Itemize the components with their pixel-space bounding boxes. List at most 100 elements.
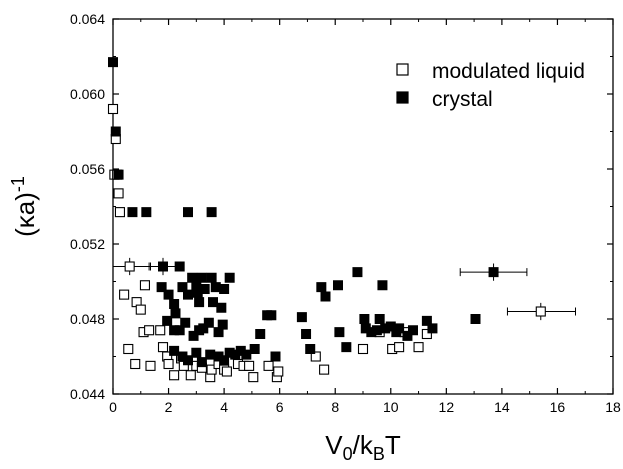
modulated-liquid-point bbox=[144, 325, 155, 336]
crystal-point bbox=[488, 267, 499, 278]
y-tick-label: 0.044 bbox=[70, 386, 105, 402]
x-tick-label: 16 bbox=[550, 399, 566, 415]
y-tick-label: 0.048 bbox=[70, 311, 105, 327]
crystal-point bbox=[266, 310, 277, 321]
crystal-point bbox=[169, 345, 180, 356]
crystal-point bbox=[196, 357, 207, 368]
crystal-point bbox=[224, 272, 235, 283]
crystal-point bbox=[183, 289, 193, 300]
modulated-liquid-point bbox=[421, 328, 432, 340]
legend-marker bbox=[396, 91, 409, 104]
x-tick-label: 14 bbox=[494, 399, 510, 415]
crystal-point bbox=[199, 284, 210, 294]
x-tick-label: 12 bbox=[439, 399, 455, 415]
modulated-liquid-point bbox=[119, 289, 130, 300]
data-series bbox=[107, 57, 546, 383]
crystal-point bbox=[194, 297, 205, 308]
modulated-liquid-point bbox=[263, 360, 274, 371]
crystal-point bbox=[352, 267, 363, 278]
modulated-liquid-point bbox=[113, 188, 124, 199]
crystal-point bbox=[216, 302, 227, 313]
crystal-point bbox=[470, 314, 481, 324]
crystal-point bbox=[196, 272, 207, 283]
crystal-point bbox=[188, 330, 199, 341]
crystal-point bbox=[249, 344, 260, 354]
crystal-point bbox=[394, 323, 405, 334]
modulated-liquid-point bbox=[157, 342, 169, 353]
crystal-point bbox=[359, 314, 370, 324]
legend-label: crystal bbox=[432, 88, 493, 111]
modulated-liquid-point bbox=[169, 370, 180, 381]
modulated-liquid-point bbox=[394, 342, 405, 353]
crystal-point bbox=[156, 282, 167, 293]
modulated-liquid-point bbox=[206, 364, 217, 375]
modulated-liquid-point bbox=[123, 343, 134, 355]
legend: modulated liquid crystal bbox=[396, 60, 585, 111]
crystal-point bbox=[402, 330, 413, 341]
legend-item-crystal: crystal bbox=[396, 88, 493, 111]
x-tick-label: 18 bbox=[605, 399, 621, 415]
modulated-liquid-point bbox=[145, 360, 156, 371]
y-axis: 0.044 0.048 0.052 0.056 0.060 0.064 bbox=[70, 11, 613, 402]
y-tick-label: 0.056 bbox=[70, 161, 105, 177]
crystal-point bbox=[206, 207, 217, 218]
x-axis-title: V0/kBT bbox=[325, 430, 401, 464]
crystal-point bbox=[217, 319, 228, 330]
crystal-point bbox=[198, 323, 209, 334]
crystal-point bbox=[127, 207, 138, 218]
crystal-point bbox=[316, 282, 327, 293]
modulated-liquid-point bbox=[248, 372, 259, 383]
modulated-liquid-point bbox=[107, 103, 119, 115]
crystal-point bbox=[183, 207, 193, 218]
x-tick-label: 6 bbox=[276, 399, 284, 415]
y-axis-title: (κa)-1 bbox=[8, 176, 40, 237]
legend-item-modulated-liquid: modulated liquid bbox=[396, 60, 585, 83]
crystal-point bbox=[203, 317, 214, 328]
crystal-point bbox=[183, 355, 193, 366]
crystal-point bbox=[170, 308, 181, 319]
crystal-point bbox=[341, 342, 352, 353]
modulated-liquid-point bbox=[114, 207, 125, 218]
crystal-point bbox=[255, 329, 266, 339]
crystal-point bbox=[210, 282, 221, 293]
modulated-liquid-point bbox=[535, 306, 546, 317]
series-modulated-liquid bbox=[107, 103, 546, 383]
crystal-point bbox=[219, 355, 230, 366]
crystal-point bbox=[374, 314, 385, 324]
crystal-point bbox=[205, 349, 216, 360]
axis-titles: V0/kBT (κa)-1 bbox=[8, 176, 401, 464]
modulated-liquid-point bbox=[139, 280, 150, 291]
series-crystal bbox=[108, 57, 499, 368]
modulated-liquid-point bbox=[155, 325, 166, 336]
y-tick-label: 0.052 bbox=[70, 236, 105, 252]
modulated-liquid-point bbox=[310, 351, 321, 362]
crystal-point bbox=[333, 280, 343, 291]
crystal-point bbox=[377, 280, 388, 291]
modulated-liquid-point bbox=[135, 304, 146, 315]
crystal-point bbox=[421, 315, 432, 326]
crystal-point bbox=[191, 347, 202, 358]
x-axis: 0 2 4 6 8 10 12 14 16 18 bbox=[109, 19, 621, 415]
y-tick-label: 0.060 bbox=[70, 86, 105, 102]
crystal-point bbox=[110, 126, 121, 137]
crystal-point bbox=[158, 261, 168, 272]
modulated-liquid-point bbox=[130, 358, 141, 370]
modulated-liquid-point bbox=[221, 366, 232, 377]
modulated-liquid-point bbox=[319, 364, 330, 375]
crystal-point bbox=[320, 291, 331, 302]
crystal-point bbox=[371, 325, 382, 336]
legend-marker bbox=[396, 63, 409, 76]
crystal-point bbox=[301, 329, 312, 339]
crystal-point bbox=[270, 351, 281, 362]
crystal-point bbox=[180, 317, 191, 328]
x-tick-label: 4 bbox=[220, 399, 228, 415]
modulated-liquid-point bbox=[244, 360, 255, 371]
crystal-point bbox=[108, 57, 118, 68]
crystal-point bbox=[206, 272, 217, 283]
crystal-point bbox=[177, 282, 188, 293]
crystal-point bbox=[305, 344, 316, 354]
crystal-point bbox=[141, 207, 152, 218]
modulated-liquid-point bbox=[124, 261, 135, 272]
x-tick-label: 10 bbox=[383, 399, 399, 415]
